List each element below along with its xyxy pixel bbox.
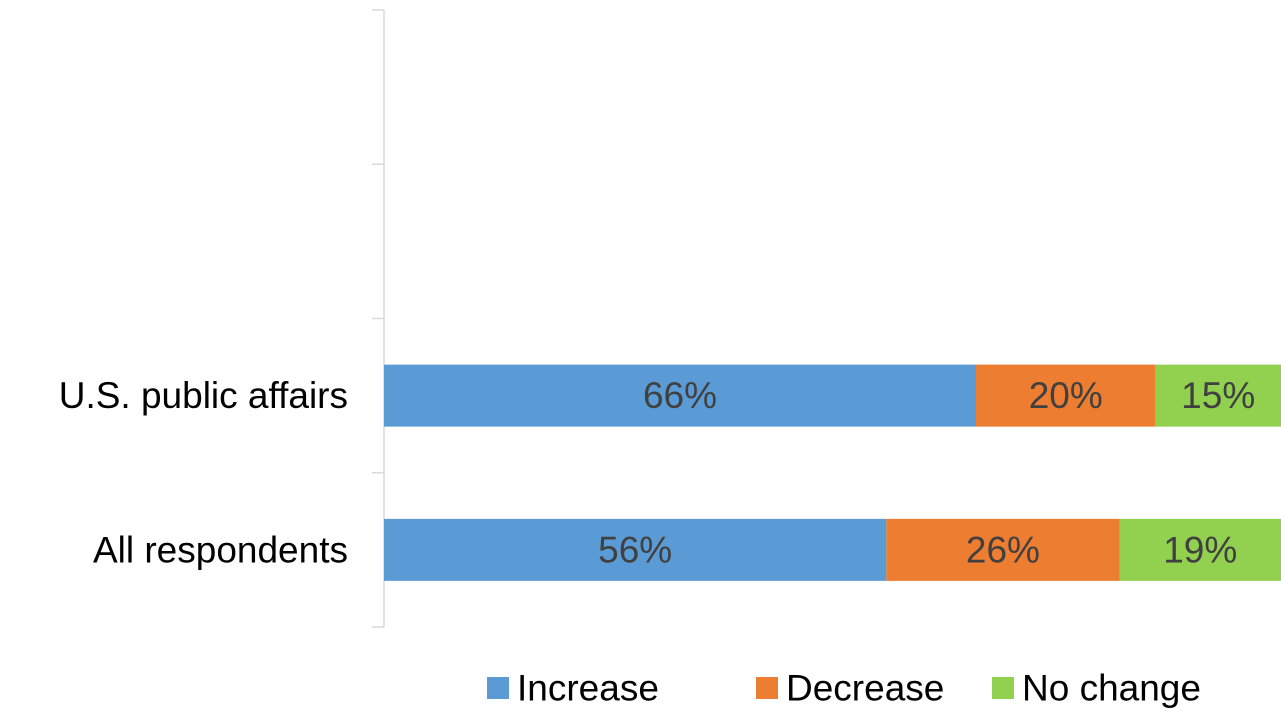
legend: Increase Decrease No change (487, 668, 1201, 709)
bar-segment-decrease (976, 364, 1156, 427)
bar-segment-no-change (1155, 364, 1281, 427)
legend-label: No change (1022, 668, 1201, 709)
bar-segment-increase (384, 364, 977, 427)
data-label: 66% (643, 375, 717, 416)
legend-label: Increase (517, 668, 659, 709)
bar-segment-no-change (1119, 518, 1281, 581)
legend-label: Decrease (786, 668, 944, 709)
legend-swatch (487, 677, 509, 699)
legend-swatch (992, 677, 1014, 699)
bars-layer: 56% 26% 19% 66% 20% 15% (384, 364, 1281, 581)
axis-layer (372, 9, 385, 628)
category-label: All respondents (93, 529, 348, 570)
category-label: U.S. public affairs (59, 375, 348, 416)
data-label: 20% (1029, 375, 1103, 416)
data-label: 26% (966, 529, 1040, 570)
data-label: 56% (598, 529, 672, 570)
bar-segment-decrease (886, 518, 1120, 581)
bar-segment-increase (384, 518, 887, 581)
legend-swatch (756, 677, 778, 699)
data-label: 19% (1163, 529, 1237, 570)
category-labels: All respondents U.S. public affairs (59, 375, 348, 570)
data-label: 15% (1181, 375, 1255, 416)
